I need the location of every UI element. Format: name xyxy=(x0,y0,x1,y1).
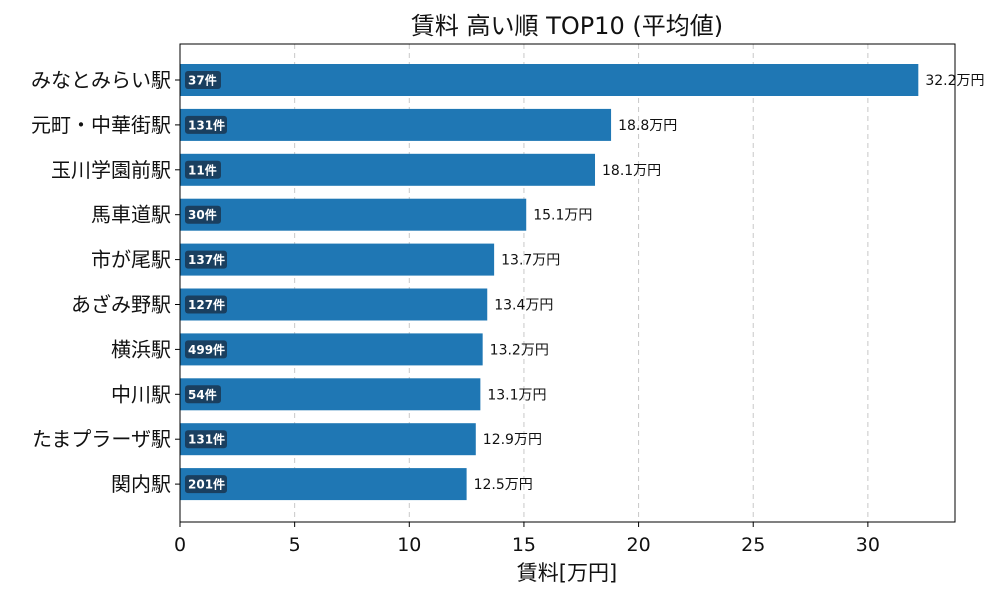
x-tick-label: 25 xyxy=(741,534,765,556)
value-label: 12.5万円 xyxy=(474,477,533,493)
count-badge xyxy=(185,295,227,314)
bar xyxy=(180,153,596,186)
count-label: 201件 xyxy=(188,477,225,492)
count-label: 11件 xyxy=(188,162,217,177)
value-label: 13.7万円 xyxy=(501,253,560,269)
count-label: 499件 xyxy=(188,342,225,357)
value-label: 15.1万円 xyxy=(533,208,592,224)
category-label: 馬車道駅 xyxy=(91,203,171,227)
count-label: 131件 xyxy=(188,432,225,447)
bar xyxy=(180,378,481,411)
x-tick-label: 0 xyxy=(174,534,186,556)
x-tick-label: 30 xyxy=(856,534,880,556)
count-badge xyxy=(185,250,227,269)
count-badge xyxy=(185,430,227,449)
bar xyxy=(180,468,467,501)
count-label: 54件 xyxy=(188,387,217,402)
count-label: 131件 xyxy=(188,117,225,132)
count-label: 37件 xyxy=(188,73,217,88)
value-label: 13.4万円 xyxy=(494,298,553,314)
bar xyxy=(180,198,527,231)
count-badge xyxy=(185,160,221,179)
category-label: 玉川学園前駅 xyxy=(51,158,171,182)
plot-frame xyxy=(179,43,956,523)
bar xyxy=(180,333,483,366)
bar xyxy=(180,288,488,321)
x-tick-label: 15 xyxy=(512,534,536,556)
x-axis-ticks: 0 5 10 15 20 25 30 xyxy=(174,79,880,556)
count-label: 137件 xyxy=(188,252,225,267)
x-tick-label: 5 xyxy=(289,534,301,556)
category-label: 横浜駅 xyxy=(111,337,171,361)
bar xyxy=(180,243,495,276)
count-label: 127件 xyxy=(188,297,225,312)
category-label: 元町・中華街駅 xyxy=(31,113,171,137)
value-label: 13.1万円 xyxy=(487,387,546,403)
count-badge xyxy=(185,205,221,224)
category-label: たまプラーザ駅 xyxy=(32,427,171,451)
category-label: 市が尾駅 xyxy=(91,248,171,272)
bar xyxy=(180,108,612,141)
category-label: みなとみらい駅 xyxy=(31,68,171,92)
bar xyxy=(180,423,476,456)
count-label: 30件 xyxy=(188,207,217,222)
count-badge xyxy=(185,115,227,134)
category-label: 関内駅 xyxy=(111,472,171,496)
x-axis-label: 賃料[万円] xyxy=(517,561,617,585)
count-badge xyxy=(185,340,227,359)
bar xyxy=(180,64,919,96)
count-badge xyxy=(185,71,221,89)
count-badge xyxy=(185,385,221,404)
value-label: 12.9万円 xyxy=(483,432,542,448)
category-label: あざみ野駅 xyxy=(71,293,171,317)
value-label: 18.1万円 xyxy=(602,163,661,179)
category-label: 中川駅 xyxy=(111,382,171,406)
chart-title: 賃料 高い順 TOP10 (平均値) xyxy=(411,12,723,40)
x-tick-label: 10 xyxy=(397,534,421,556)
x-tick-label: 20 xyxy=(626,534,650,556)
count-badge xyxy=(185,475,227,494)
value-label: 13.2万円 xyxy=(490,342,549,358)
value-label: 18.8万円 xyxy=(618,118,677,134)
